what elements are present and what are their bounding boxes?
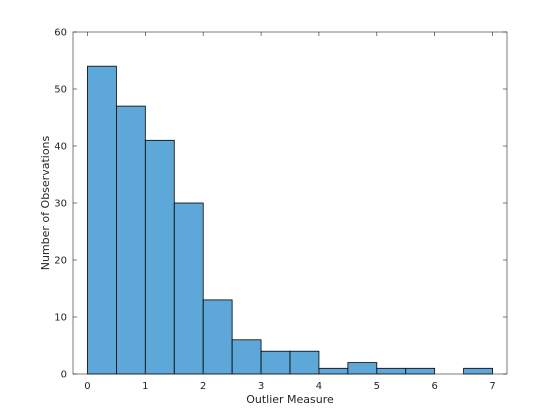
y-tick-label-6: 60	[54, 28, 67, 39]
histogram-bar-0	[87, 65, 117, 375]
y-tick-label-2: 20	[54, 256, 67, 267]
x-tick-label-3: 3	[258, 381, 264, 392]
x-tick-label-6: 6	[431, 381, 437, 392]
x-axis-title: Outlier Measure	[246, 393, 334, 406]
axes-box	[72, 31, 508, 375]
y-tick-label-5: 50	[54, 85, 67, 96]
y-axis-title: Number of Observations	[39, 135, 52, 270]
histogram-bar-8	[318, 367, 349, 375]
histogram-bar-7	[289, 350, 320, 375]
histogram-bar-11	[405, 367, 436, 375]
y-tick-label-3: 30	[54, 199, 67, 210]
histogram-bar-4	[202, 299, 233, 375]
ticks-group: 0 1 2 3 4 5 6 7 0 10 20 30 40 50 60	[54, 28, 507, 392]
x-tick-label-2: 2	[200, 381, 206, 392]
bars-group	[87, 65, 493, 375]
x-tick-label-4: 4	[316, 381, 322, 392]
histogram-bar-2	[144, 139, 175, 375]
histogram-bar-3	[173, 202, 204, 375]
histogram-bar-12	[463, 367, 493, 375]
histogram-bar-1	[116, 105, 146, 375]
x-tick-label-0: 0	[84, 381, 90, 392]
y-tick-label-4: 40	[54, 142, 67, 153]
histogram-bar-10	[376, 367, 407, 375]
x-tick-label-1: 1	[142, 381, 148, 392]
y-tick-label-1: 10	[54, 313, 67, 324]
x-tick-label-7: 7	[489, 381, 495, 392]
histogram-bar-6	[260, 350, 291, 375]
y-tick-label-0: 0	[61, 370, 67, 381]
x-tick-label-5: 5	[374, 381, 380, 392]
histogram-bar-5	[231, 339, 262, 375]
histogram-bar-9	[347, 362, 378, 375]
